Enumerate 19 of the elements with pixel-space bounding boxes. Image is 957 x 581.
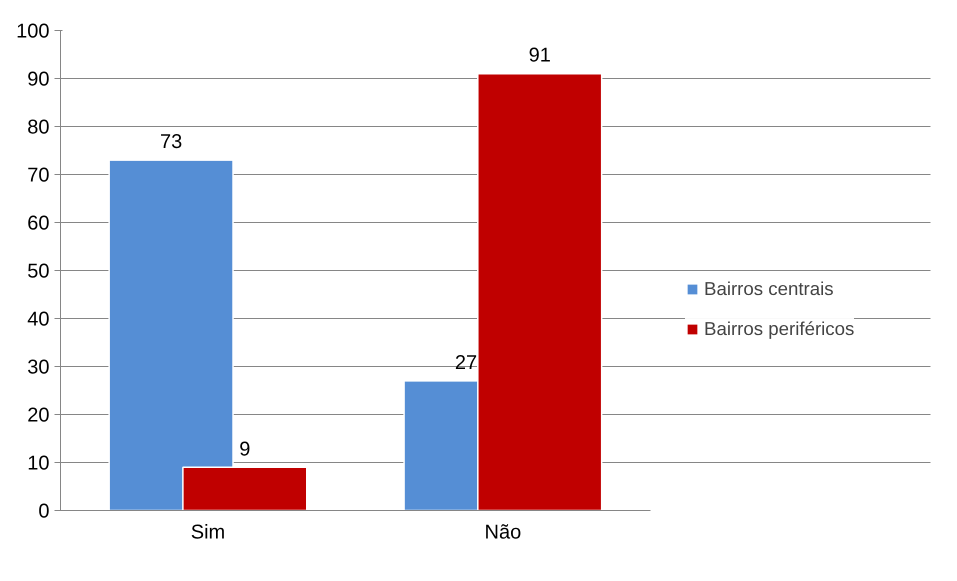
y-tick-label: 80 xyxy=(27,116,50,138)
y-tick-label: 90 xyxy=(27,68,50,90)
data-label: 27 xyxy=(454,352,478,374)
y-tick-label: 30 xyxy=(27,356,50,378)
y-tick-label: 10 xyxy=(27,452,50,474)
data-label: 9 xyxy=(239,438,250,460)
y-tick-label: 60 xyxy=(27,212,50,234)
y-tick-label: 100 xyxy=(16,20,50,42)
legend-label: Bairros periféricos xyxy=(704,318,854,340)
legend-label: Bairros centrais xyxy=(704,278,834,300)
data-label: 91 xyxy=(528,44,551,67)
data-label: 73 xyxy=(160,131,182,154)
x-tick-label: Não xyxy=(484,522,522,544)
y-tick-label: 20 xyxy=(27,404,50,426)
y-tick-label: 0 xyxy=(38,500,50,522)
y-tick-label: 70 xyxy=(27,164,50,186)
x-tick-label: Sim xyxy=(190,522,226,544)
y-tick-label: 40 xyxy=(27,308,50,330)
y-tick-label: 50 xyxy=(27,260,50,282)
